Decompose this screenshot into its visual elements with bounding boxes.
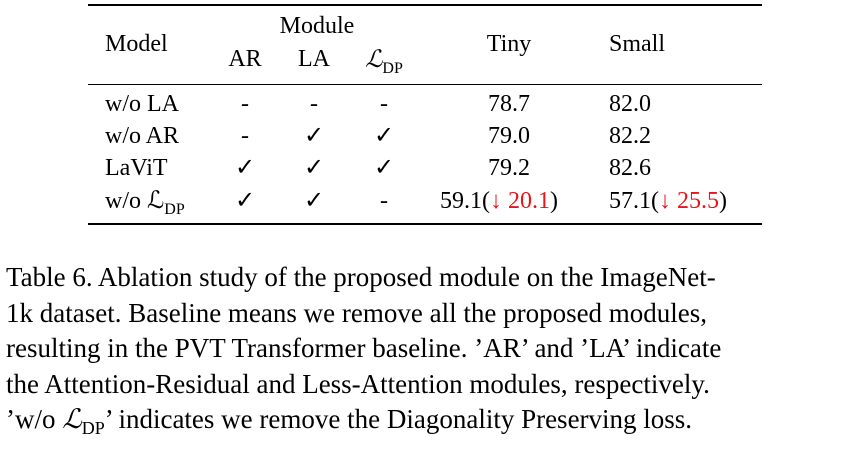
table-bottom-rule [88,223,762,225]
header-ar: AR [228,46,262,72]
header-module: Module [279,13,355,39]
header-small: Small [609,31,666,57]
row-model: LaViT [105,155,168,181]
row-tiny: 79.0 [488,123,530,149]
row-la: - [310,91,318,117]
table-top-rule [88,4,762,6]
row-model: w/o ℒDP [105,187,185,218]
caption-line: the Attention-Residual and Less-Attentio… [6,368,710,399]
row-small-delta: ↓ 25.5 [659,188,719,214]
row-model: w/o LA [105,91,179,117]
header-ldp: ℒDP [365,45,403,77]
row-ar: - [241,91,249,117]
caption-line: ’w/o ℒDP’ indicates we remove the Diagon… [6,402,852,441]
row-tiny-value: 59.1( [440,188,490,214]
row-small-value: 57.1( [609,188,659,214]
row-ar: - [241,123,249,149]
header-model: Model [105,31,168,57]
row-small: 57.1(↓ 25.5) [609,187,727,215]
caption-ldp-symbol: ℒ [62,404,82,435]
row-tiny: 59.1(↓ 20.1) [440,187,558,215]
caption-line5-pre: ’w/o [6,404,63,434]
caption-line5-post: ’ indicates we remove the Diagonality Pr… [104,404,693,434]
row-la: ✓ [303,123,325,149]
header-tiny: Tiny [486,31,532,57]
caption-line: 1k dataset. Baseline means we remove all… [6,297,708,328]
caption-line: resulting in the PVT Transformer baselin… [6,333,722,363]
header-la: LA [298,46,330,72]
row-small: 82.6 [609,155,651,181]
header-ldp-symbol: ℒ [365,45,383,73]
row-tiny: 79.2 [488,155,530,181]
row-small-close: ) [719,188,727,214]
row-tiny: 78.7 [488,91,530,117]
row-ldp: - [380,91,388,117]
caption-line: Table 6. Ablation study of the proposed … [6,262,716,292]
row-ar: ✓ [234,188,256,214]
row-la: ✓ [303,155,325,181]
row-tiny-delta: ↓ 20.1 [490,188,550,214]
caption-ldp-sub: DP [81,418,105,438]
row-model-text: w/o ℒ [105,188,165,214]
header-ldp-sub: DP [382,60,403,77]
table-caption: Table 6. Ablation study of the proposed … [6,260,852,441]
row-ldp: ✓ [373,155,395,181]
row-model: w/o AR [105,123,180,149]
row-small: 82.2 [609,123,651,149]
row-small: 82.0 [609,91,651,117]
row-tiny-close: ) [550,188,558,214]
table-header-rule [88,84,762,85]
row-ldp: ✓ [373,123,395,149]
row-la: ✓ [303,188,325,214]
row-ar: ✓ [234,155,256,181]
row-model-sub: DP [164,201,185,218]
row-ldp: - [380,188,388,214]
